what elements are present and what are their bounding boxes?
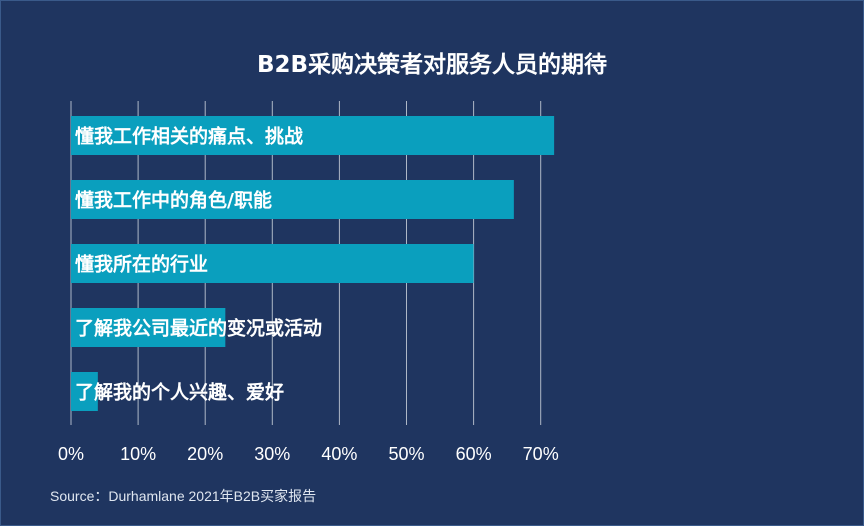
- x-tick-label-0: 0%: [58, 444, 84, 464]
- x-tick-label-1: 10%: [120, 444, 156, 464]
- bar-1: [71, 180, 514, 219]
- x-tick-label-4: 40%: [321, 444, 357, 464]
- category-label-2: 懂我所在的行业: [75, 253, 208, 276]
- x-tick-label-5: 50%: [388, 444, 424, 464]
- bar-2: [71, 244, 474, 283]
- category-label-4: 了解我的个人兴趣、爱好: [75, 381, 284, 404]
- x-tick-label-3: 30%: [254, 444, 290, 464]
- bar-4: [71, 372, 98, 411]
- x-tick-label-7: 70%: [523, 444, 559, 464]
- category-label-0: 懂我工作相关的痛点、挑战: [75, 125, 303, 148]
- bar-0: [71, 116, 555, 155]
- x-tick-label-6: 60%: [456, 444, 492, 464]
- x-tick-label-2: 20%: [187, 444, 223, 464]
- category-label-1: 懂我工作中的角色/职能: [75, 189, 272, 212]
- bar-3: [71, 308, 226, 347]
- chart-title: B2B采购决策者对服务人员的期待: [256, 52, 608, 78]
- category-label-3: 了解我公司最近的变况或活动: [75, 317, 322, 340]
- source-note: Source：Durhamlane 2021年B2B买家报告: [50, 488, 317, 504]
